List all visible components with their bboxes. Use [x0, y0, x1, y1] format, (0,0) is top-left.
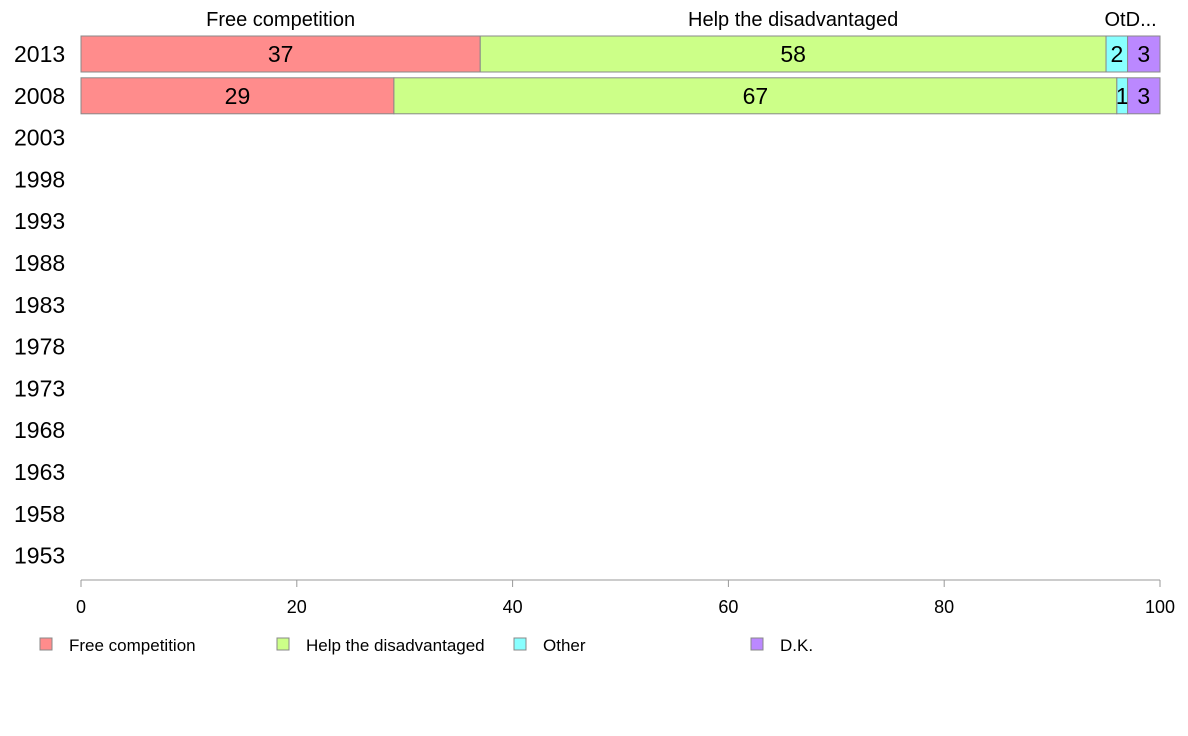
legend-swatch-d-k: [750, 637, 764, 651]
bar-value-2013-other: 2: [1110, 41, 1123, 67]
column-header-d-k: D...: [1126, 9, 1157, 31]
legend-label-free-competition: Free competition: [69, 636, 196, 655]
year-label-1998: 1998: [14, 166, 65, 192]
x-tick-label-20: 20: [287, 597, 307, 617]
bar-value-2013-help-the-disadvantaged: 58: [780, 41, 806, 67]
year-label-1963: 1963: [14, 459, 65, 485]
x-tick-label-40: 40: [503, 597, 523, 617]
x-tick-label-0: 0: [76, 597, 86, 617]
bar-2013-d-k: [1127, 35, 1161, 73]
column-headers: Free competition Help the disadvantaged Ot…: [206, 9, 1157, 31]
legend-label-other: Other: [543, 636, 586, 655]
year-label-2013: 2013: [14, 41, 65, 67]
legend-swatch-help-the-disadvantaged: [276, 637, 290, 651]
bar-value-2013-d-k: 3: [1137, 41, 1150, 67]
bar-value-2013-free-competition: 37: [268, 41, 294, 67]
column-header-free-competition: Free competition: [206, 9, 355, 31]
year-label-1958: 1958: [14, 501, 65, 527]
year-label-1973: 1973: [14, 375, 65, 401]
legend-label-help-the-disadvantaged: Help the disadvantaged: [306, 636, 485, 655]
bar-value-2008-other: 1: [1116, 83, 1129, 109]
bar-2008-help-the-disadvantaged: [393, 77, 1118, 115]
column-header-other: Ot: [1105, 9, 1127, 31]
year-label-2008: 2008: [14, 83, 65, 109]
bar-value-2008-help-the-disadvantaged: 67: [743, 83, 769, 109]
year-label-1988: 1988: [14, 250, 65, 276]
x-tick-label-80: 80: [934, 597, 954, 617]
bar-value-2008-free-competition: 29: [225, 83, 251, 109]
x-tick-label-60: 60: [718, 597, 738, 617]
x-tick-label-100: 100: [1145, 597, 1175, 617]
legend: Free competition Help the disadvantaged Ot…: [39, 636, 813, 655]
year-label-1968: 1968: [14, 417, 65, 443]
year-label-1983: 1983: [14, 292, 65, 318]
bar-2013-help-the-disadvantaged: [479, 35, 1107, 73]
year-label-1978: 1978: [14, 334, 65, 360]
legend-swatch-free-competition: [39, 637, 53, 651]
legend-label-d-k: D.K.: [780, 636, 813, 655]
year-rows: 2013 37 58 2 3 2008 29 67 1 3 2003 1998 1993 1988 1983…: [14, 35, 1161, 569]
year-label-1953: 1953: [14, 543, 65, 569]
year-label-1993: 1993: [14, 208, 65, 234]
x-axis: 0 20 40 60 80 100: [76, 579, 1175, 617]
bar-2008-d-k: [1127, 77, 1161, 115]
year-label-2003: 2003: [14, 125, 65, 151]
bar-value-2008-d-k: 3: [1137, 83, 1150, 109]
bar-2013-free-competition: [80, 35, 481, 73]
legend-swatch-other: [513, 637, 527, 651]
bar-2008-free-competition: [80, 77, 395, 115]
column-header-help-the-disadvantaged: Help the disadvantaged: [688, 9, 898, 31]
